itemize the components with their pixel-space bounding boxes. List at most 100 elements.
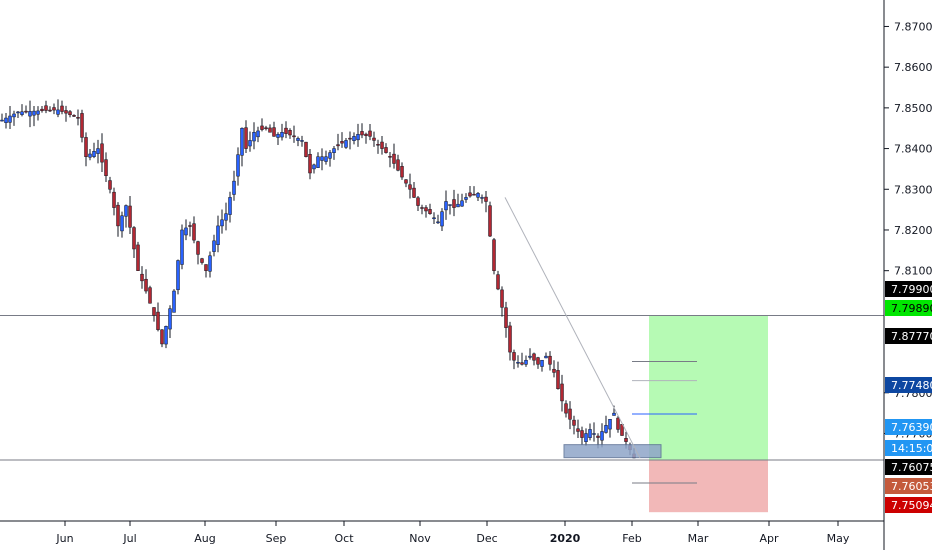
- candle-body-83: [332, 148, 336, 153]
- candle-body-100: [400, 166, 404, 178]
- candle-body-41: [164, 326, 168, 345]
- candle-body-117: [468, 192, 472, 197]
- candle-body-123: [492, 239, 496, 271]
- x-axis: Jun Jul Aug Sep Oct Nov Dec 2020 Feb Mar Apr May: [55, 521, 850, 545]
- candle-body-89: [356, 134, 360, 141]
- candle-body-30: [120, 215, 124, 232]
- candle-body-105: [420, 207, 424, 209]
- x-tick-label-6: Dec: [476, 532, 497, 545]
- candle-body-146: [584, 433, 588, 442]
- candle-body-33: [132, 227, 136, 250]
- candle-body-153: [612, 412, 616, 416]
- candle-body-1: [4, 117, 8, 123]
- candle-body-81: [324, 156, 328, 162]
- candle-body-119: [476, 193, 480, 198]
- price-tag-line-1[interactable]: 14:15:00: [885, 440, 932, 456]
- candle-body-37: [148, 287, 152, 304]
- price-tags[interactable]: 7.79900 7.79890 7.87770 7.77480 7.76390 7.760…: [885, 281, 932, 513]
- price-tag-4-text: 7.76075: [891, 461, 932, 474]
- candle-body-155: [620, 424, 624, 436]
- y-tick-label-1: 7.86000: [894, 61, 932, 74]
- candle-body-46: [184, 227, 188, 236]
- candle-body-10: [40, 108, 44, 111]
- candle-body-39: [156, 311, 160, 330]
- price-tag-2-text: 7.77480: [891, 379, 932, 392]
- candle-body-13: [52, 107, 56, 111]
- candle-body-67: [268, 127, 272, 133]
- candle-body-147: [588, 429, 592, 438]
- candle-body-76: [304, 141, 308, 157]
- candle-body-154: [616, 417, 620, 430]
- x-tick-label-9: Mar: [688, 532, 709, 545]
- candle-body-5: [20, 111, 24, 115]
- price-tag-2[interactable]: 7.77480: [885, 377, 932, 393]
- candle-body-144: [576, 428, 580, 432]
- price-tag-0[interactable]: 7.79890: [885, 300, 932, 316]
- price-tag-line-1-bg: [885, 440, 932, 456]
- candle-body-120: [480, 197, 484, 199]
- price-tag-4[interactable]: 7.76075: [885, 459, 932, 475]
- candle-body-56: [224, 213, 228, 221]
- candle-body-18: [72, 115, 76, 117]
- candle-body-47: [188, 225, 192, 227]
- candle-body-139: [556, 370, 560, 389]
- y-tick-label-2: 7.85000: [894, 102, 932, 115]
- candle-body-23: [92, 151, 96, 157]
- candle-body-85: [340, 141, 344, 144]
- candle-body-127: [508, 325, 512, 353]
- candle-body-74: [296, 138, 300, 141]
- candle-body-53: [212, 240, 216, 252]
- candle-body-48: [192, 223, 196, 241]
- candle-body-131: [524, 359, 528, 365]
- candle-body-52: [208, 255, 212, 272]
- candle-body-93: [372, 137, 376, 141]
- price-tag-1[interactable]: 7.87770: [885, 328, 932, 344]
- candle-body-138: [552, 368, 556, 373]
- price-tag-3-text: 7.76390: [891, 421, 932, 434]
- y-tick-label-0: 7.87000: [894, 20, 932, 33]
- candle-body-40: [160, 329, 164, 345]
- candle-body-122: [488, 205, 492, 237]
- price-tag-4-bg: [885, 459, 932, 475]
- price-tag-6[interactable]: 7.75094: [885, 497, 932, 513]
- x-tick-label-7: 2020: [550, 532, 581, 545]
- candle-body-80: [320, 156, 324, 161]
- candle-body-65: [260, 125, 264, 130]
- price-tag-3[interactable]: 7.76390: [885, 419, 932, 435]
- candle-body-7: [28, 111, 32, 117]
- candle-body-62: [248, 140, 252, 147]
- candle-body-69: [276, 134, 280, 138]
- x-tick-label-5: Nov: [409, 532, 431, 545]
- candle-body-42: [168, 308, 172, 330]
- candle-body-103: [412, 187, 416, 198]
- candle-body-82: [328, 152, 332, 159]
- candle-body-129: [516, 362, 520, 364]
- price-tag-6-text: 7.75094: [891, 499, 932, 512]
- candle-body-2: [8, 115, 12, 123]
- candle-body-8: [32, 110, 36, 116]
- candle-body-92: [368, 130, 372, 137]
- candle-body-145: [580, 430, 584, 438]
- price-tag-3-bg: [885, 419, 932, 435]
- candle-body-64: [256, 130, 260, 138]
- candle-body-98: [392, 153, 396, 164]
- candle-body-58: [232, 180, 236, 195]
- horizontal-lines: [0, 314, 884, 461]
- candle-body-3: [12, 113, 16, 118]
- candle-body-66: [264, 127, 268, 130]
- y-tick-label-6: 7.81000: [894, 265, 932, 278]
- price-tag-line-0[interactable]: 7.79900: [885, 281, 932, 297]
- candle-body-16: [64, 110, 68, 114]
- candle-body-142: [568, 408, 572, 420]
- candle-body-97: [388, 156, 392, 158]
- candle-body-43: [172, 290, 176, 313]
- candle-body-133: [532, 353, 536, 361]
- candle-body-107: [428, 209, 432, 214]
- x-tick-label-2: Aug: [194, 532, 215, 545]
- candle-body-135: [540, 359, 544, 367]
- candle-body-20: [80, 113, 84, 138]
- price-tag-line-0-bg: [885, 281, 932, 297]
- candle-body-132: [528, 355, 532, 358]
- price-tag-5[interactable]: 7.76053: [885, 478, 932, 494]
